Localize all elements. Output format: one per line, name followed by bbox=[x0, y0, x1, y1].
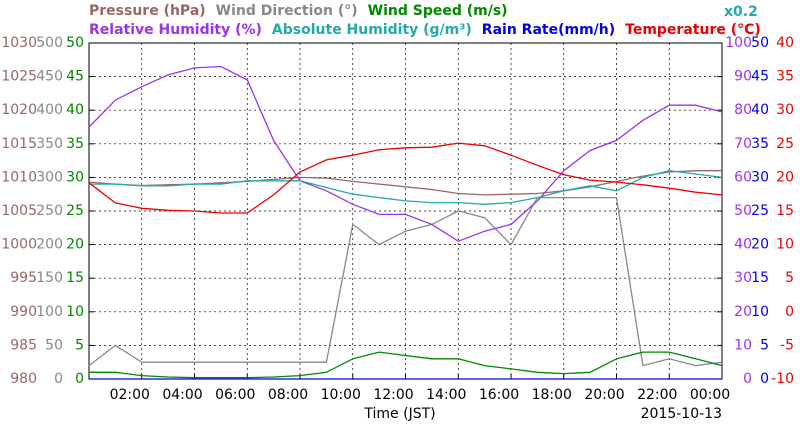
y-tick-label: 25 bbox=[751, 203, 769, 219]
y-tick-label: 30 bbox=[734, 270, 752, 286]
y-tick-label: 40 bbox=[66, 102, 84, 118]
y-tick-label: 50 bbox=[734, 203, 752, 219]
y-tick-label: 35 bbox=[776, 69, 794, 85]
y-tick-label: 20 bbox=[66, 237, 84, 253]
y-tick-label: 35 bbox=[66, 136, 84, 152]
date-label: 2015-10-13 bbox=[641, 406, 722, 422]
y-tick-label: 995 bbox=[10, 270, 37, 286]
x-tick-label: 10:00 bbox=[321, 387, 361, 403]
y-tick-label: 15 bbox=[751, 270, 769, 286]
legend-label: Relative Humidity (%) bbox=[89, 22, 262, 38]
y-tick-label: -10 bbox=[771, 371, 794, 387]
axis-scale-label: x0.2 bbox=[724, 4, 758, 20]
series-line bbox=[88, 65, 723, 242]
y-tick-label: -5 bbox=[780, 337, 794, 353]
y-tick-label: 25 bbox=[776, 136, 794, 152]
y-tick-label: 60 bbox=[734, 169, 752, 185]
x-tick-label: 04:00 bbox=[162, 387, 202, 403]
y-tick-label: 1020 bbox=[1, 102, 37, 118]
y-tick-label: 50 bbox=[751, 35, 769, 51]
y-tick-label: 500 bbox=[36, 35, 63, 51]
y-tick-label: 40 bbox=[776, 35, 794, 51]
y-tick-label: 80 bbox=[734, 102, 752, 118]
y-tick-label: 0 bbox=[54, 371, 63, 387]
x-axis-title: Time (JST) bbox=[363, 406, 435, 422]
x-tick-label: 02:00 bbox=[110, 387, 150, 403]
y-tick-label: 300 bbox=[36, 169, 63, 185]
y-tick-label: 20 bbox=[776, 169, 794, 185]
y-tick-label: 50 bbox=[66, 35, 84, 51]
x-tick-label: 22:00 bbox=[637, 387, 677, 403]
y-tick-label: 5 bbox=[75, 337, 84, 353]
y-tick-label: 0 bbox=[743, 371, 752, 387]
y-tick-label: 45 bbox=[751, 69, 769, 85]
y-tick-label: 40 bbox=[751, 102, 769, 118]
y-tick-label: 20 bbox=[751, 237, 769, 253]
y-tick-label: 30 bbox=[751, 169, 769, 185]
legend-label: Wind Speed (m/s) bbox=[368, 3, 508, 19]
y-tick-label: 1010 bbox=[1, 169, 37, 185]
y-tick-label: 150 bbox=[36, 270, 63, 286]
y-tick-label: 5 bbox=[760, 337, 769, 353]
y-tick-label: 990 bbox=[10, 304, 37, 320]
y-tick-label: 100 bbox=[36, 304, 63, 320]
y-tick-label: 100 bbox=[725, 35, 752, 51]
y-tick-label: 450 bbox=[36, 69, 63, 85]
y-tick-label: 10 bbox=[734, 337, 752, 353]
legend-label: Absolute Humidity (g/m³) bbox=[272, 22, 472, 38]
legend-label: Temperature (°C) bbox=[625, 22, 761, 38]
y-tick-label: 10 bbox=[776, 237, 794, 253]
y-tick-label: 5 bbox=[785, 270, 794, 286]
y-tick-label: 1030 bbox=[1, 35, 37, 51]
y-tick-label: 15 bbox=[66, 270, 84, 286]
y-tick-label: 40 bbox=[734, 237, 752, 253]
legend-label: Wind Direction (°) bbox=[216, 3, 358, 19]
series-line bbox=[89, 170, 723, 205]
y-tick-label: 1025 bbox=[1, 69, 37, 85]
series-line bbox=[88, 142, 723, 214]
y-tick-label: 0 bbox=[785, 304, 794, 320]
x-tick-label: 12:00 bbox=[373, 387, 413, 403]
y-tick-label: 90 bbox=[734, 69, 752, 85]
x-tick-label: 14:00 bbox=[426, 387, 466, 403]
y-tick-label: 35 bbox=[751, 136, 769, 152]
series-line bbox=[89, 351, 723, 379]
y-tick-label: 25 bbox=[66, 203, 84, 219]
y-tick-label: 400 bbox=[36, 102, 63, 118]
y-tick-label: 30 bbox=[776, 102, 794, 118]
x-tick-label: 16:00 bbox=[479, 387, 519, 403]
x-tick-label: 08:00 bbox=[268, 387, 308, 403]
x-tick-label: 00:00 bbox=[690, 387, 730, 403]
x-tick-label: 20:00 bbox=[584, 387, 624, 403]
y-tick-label: 1015 bbox=[1, 136, 37, 152]
x-tick-label: 18:00 bbox=[532, 387, 572, 403]
y-tick-label: 980 bbox=[10, 371, 37, 387]
y-tick-label: 10 bbox=[66, 304, 84, 320]
y-tick-label: 0 bbox=[760, 371, 769, 387]
y-tick-label: 30 bbox=[66, 169, 84, 185]
y-tick-label: 1000 bbox=[1, 237, 37, 253]
y-tick-label: 200 bbox=[36, 237, 63, 253]
y-tick-label: 10 bbox=[751, 304, 769, 320]
y-tick-label: 0 bbox=[75, 371, 84, 387]
x-tick-label: 06:00 bbox=[215, 387, 255, 403]
y-tick-label: 1005 bbox=[1, 203, 37, 219]
y-tick-label: 350 bbox=[36, 136, 63, 152]
y-tick-label: 250 bbox=[36, 203, 63, 219]
y-tick-label: 45 bbox=[66, 69, 84, 85]
y-tick-label: 20 bbox=[734, 304, 752, 320]
legend-label: Rain Rate(mm/h) bbox=[482, 22, 615, 38]
y-tick-label: 15 bbox=[776, 203, 794, 219]
y-tick-label: 70 bbox=[734, 136, 752, 152]
y-tick-label: 50 bbox=[45, 337, 63, 353]
legend-label: Pressure (hPa) bbox=[89, 3, 206, 19]
series-line bbox=[88, 196, 723, 367]
y-tick-label: 985 bbox=[10, 337, 37, 353]
